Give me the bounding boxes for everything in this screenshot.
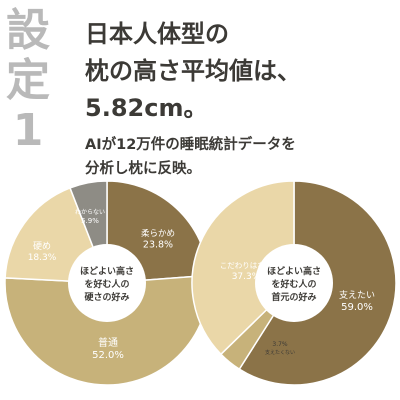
- donut-hole-2: [255, 244, 333, 322]
- slice-name-label-2-1: 支えたい: [339, 289, 375, 301]
- slice-value-label-2-3: 37.3%: [232, 272, 261, 282]
- headline: 日本人体型の 枕の高さ平均値は、 5.82cm。: [85, 16, 385, 127]
- slice-value-label-1-4: 5.9%: [81, 217, 99, 225]
- section-char-3: 1: [12, 105, 44, 156]
- slice-value-label-1-1: 23.8%: [143, 240, 173, 251]
- headline-line-3: 5.82cm。: [85, 94, 208, 122]
- slice-name-label-1-3: 硬め: [33, 241, 51, 252]
- slice-value-label-1-2: 52.0%: [92, 350, 124, 361]
- center-label-1-line-2: を好む人の: [84, 278, 129, 290]
- slice-name-label-1-1: 柔らかめ: [141, 228, 175, 239]
- section-char-1: 設: [6, 5, 50, 56]
- slice-name-label-2-2: 支えたくない: [265, 349, 295, 356]
- subheadline: AIが12万件の睡眠統計データを 分析し枕に反映。: [85, 133, 385, 181]
- slice-name-label-1-4: わからない: [75, 209, 105, 216]
- slice-value-label-2-1: 59.0%: [341, 302, 373, 313]
- pie-slice-2-3: [191, 180, 295, 356]
- section-char-2: 定: [6, 55, 50, 106]
- subhead-line-1: AIが12万件の睡眠統計データを: [85, 137, 296, 153]
- slice-name-label-2-3: こだわりはない: [220, 261, 273, 270]
- section-number-label: 設 定 1: [2, 6, 54, 156]
- slice-value-label-2-2: 3.7%: [272, 341, 288, 348]
- slice-value-label-1-3: 18.3%: [28, 253, 57, 263]
- center-label-2-line-1: ほどよい高さ: [267, 265, 321, 277]
- slice-name-label-1-2: 普通: [98, 336, 118, 349]
- headline-line-1: 日本人体型の: [85, 20, 229, 48]
- donut-hole-1: [68, 244, 146, 322]
- center-label-1-line-1: ほどよい高さ: [80, 265, 134, 277]
- center-label-2-line-3: 首元の好み: [271, 291, 316, 303]
- subhead-line-2: 分析し枕に反映。: [85, 161, 201, 177]
- center-label-2-line-2: を好む人の: [271, 278, 316, 290]
- headline-line-2: 枕の高さ平均値は、: [85, 57, 301, 85]
- center-label-1-line-3: 硬さの好み: [84, 291, 129, 303]
